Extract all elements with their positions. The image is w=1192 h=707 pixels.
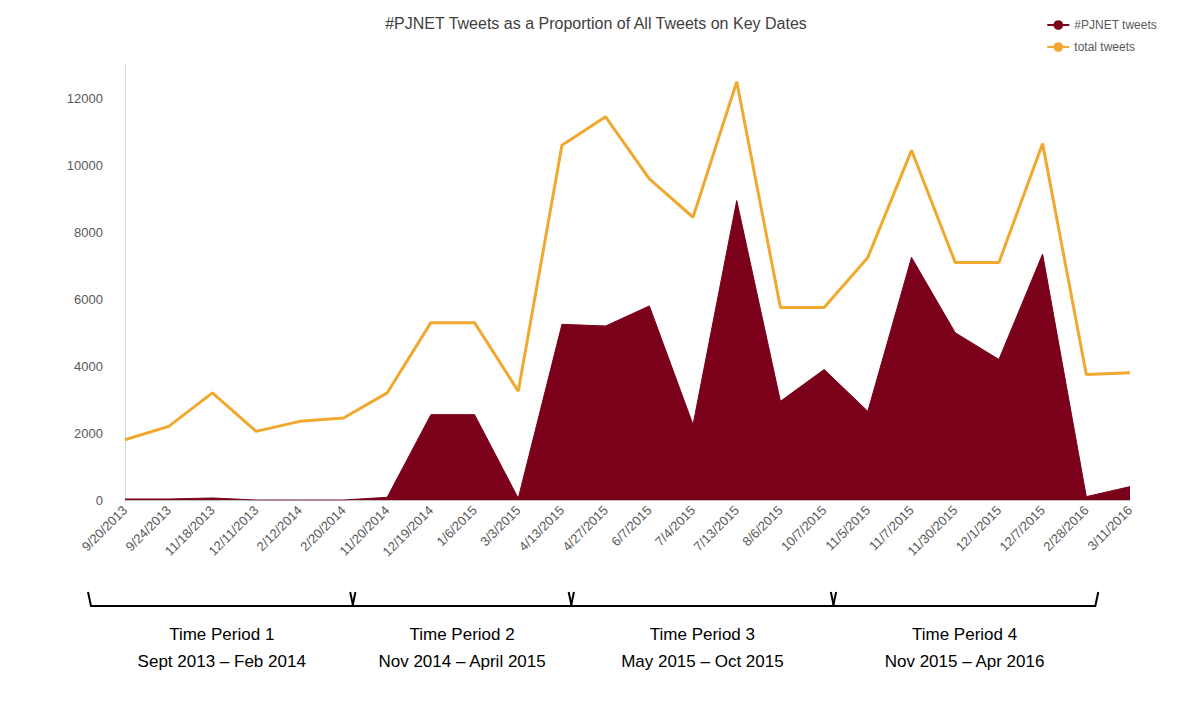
svg-text:12/11/2013: 12/11/2013 (206, 503, 262, 559)
svg-text:Nov 2014 – April 2015: Nov 2014 – April 2015 (378, 652, 545, 671)
svg-text:Sept 2013 – Feb 2014: Sept 2013 – Feb 2014 (138, 652, 306, 671)
svg-text:6/7/2015: 6/7/2015 (608, 503, 654, 549)
svg-text:9/24/2013: 9/24/2013 (122, 502, 174, 555)
svg-text:Time Period 2: Time Period 2 (409, 625, 514, 644)
svg-text:total tweets: total tweets (1074, 40, 1135, 54)
svg-text:6000: 6000 (74, 292, 103, 307)
svg-text:2/12/2014: 2/12/2014 (254, 503, 305, 554)
svg-text:2/28/2016: 2/28/2016 (1040, 503, 1091, 554)
svg-text:2000: 2000 (74, 426, 103, 441)
svg-text:3/3/2015: 3/3/2015 (477, 502, 524, 549)
svg-text:Time Period 3: Time Period 3 (650, 625, 755, 644)
svg-text:12/1/2015: 12/1/2015 (953, 503, 1004, 554)
svg-text:May 2015 – Oct 2015: May 2015 – Oct 2015 (621, 652, 784, 671)
svg-text:Time Period 4: Time Period 4 (912, 625, 1017, 644)
svg-text:Time Period 1: Time Period 1 (169, 625, 274, 644)
svg-text:7/4/2015: 7/4/2015 (652, 502, 699, 549)
svg-text:4000: 4000 (74, 359, 103, 374)
svg-text:8/6/2015: 8/6/2015 (739, 502, 786, 549)
svg-text:11/30/2015: 11/30/2015 (905, 503, 961, 559)
svg-text:Nov 2015 – Apr 2016: Nov 2015 – Apr 2016 (885, 652, 1045, 671)
svg-text:12/7/2015: 12/7/2015 (996, 503, 1047, 554)
svg-text:2/20/2014: 2/20/2014 (297, 502, 349, 555)
svg-text:8000: 8000 (74, 225, 103, 240)
svg-text:1/6/2015: 1/6/2015 (434, 503, 480, 549)
svg-text:12000: 12000 (67, 91, 103, 106)
svg-text:11/5/2015: 11/5/2015 (822, 503, 873, 554)
svg-text:3/11/2016: 3/11/2016 (1085, 503, 1136, 554)
svg-text:#PJNET Tweets as a Proportion: #PJNET Tweets as a Proportion of All Twe… (385, 15, 807, 32)
svg-text:0: 0 (96, 493, 103, 508)
svg-text:10000: 10000 (67, 158, 103, 173)
svg-text:4/27/2015: 4/27/2015 (560, 503, 611, 554)
svg-text:11/7/2015: 11/7/2015 (866, 502, 917, 554)
svg-text:4/13/2015: 4/13/2015 (516, 503, 567, 554)
svg-text:10/7/2015: 10/7/2015 (778, 503, 829, 554)
svg-text:7/13/2015: 7/13/2015 (691, 503, 742, 554)
svg-text:#PJNET tweets: #PJNET tweets (1074, 18, 1156, 32)
svg-text:9/20/2013: 9/20/2013 (79, 503, 130, 554)
svg-text:11/18/2013: 11/18/2013 (161, 502, 218, 559)
svg-text:11/20/2014: 11/20/2014 (336, 502, 393, 559)
svg-text:12/19/2014: 12/19/2014 (380, 503, 437, 560)
